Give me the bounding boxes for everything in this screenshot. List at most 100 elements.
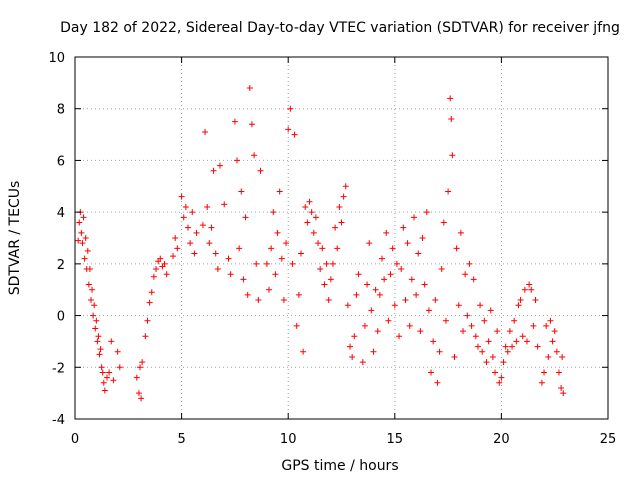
data-point (541, 369, 548, 376)
data-point (238, 188, 245, 195)
data-point (434, 379, 441, 386)
data-point (379, 255, 386, 262)
data-point (304, 219, 311, 226)
x-tick-label: 15 (387, 432, 404, 447)
data-point (263, 260, 270, 267)
data-point (216, 162, 223, 169)
data-point (351, 333, 358, 340)
data-point (468, 322, 475, 329)
data-point (204, 203, 211, 210)
y-tick-label: 2 (57, 258, 65, 273)
data-point (272, 271, 279, 278)
data-point (555, 369, 562, 376)
data-point (79, 240, 86, 247)
data-point (538, 379, 545, 386)
data-point (347, 343, 354, 350)
data-point (479, 348, 486, 355)
data-point (89, 286, 96, 293)
data-point (96, 351, 103, 358)
data-point (246, 85, 253, 92)
data-point (293, 322, 300, 329)
data-point (150, 273, 157, 280)
data-point (225, 255, 232, 262)
data-point (174, 245, 181, 252)
data-point (460, 328, 467, 335)
data-point (236, 245, 243, 252)
data-point (498, 374, 505, 381)
data-point (170, 253, 177, 260)
data-point (387, 271, 394, 278)
data-point (413, 291, 420, 298)
data-point (231, 118, 238, 125)
data-point (302, 203, 309, 210)
y-tick-label: 6 (57, 154, 65, 169)
data-point (87, 297, 94, 304)
data-point (323, 260, 330, 267)
data-point (308, 209, 315, 216)
data-point (521, 286, 528, 293)
x-tick-label: 5 (177, 432, 185, 447)
data-point (430, 338, 437, 345)
data-point (417, 328, 424, 335)
data-point (334, 245, 341, 252)
data-point (340, 193, 347, 200)
data-point (477, 302, 484, 309)
data-point (453, 245, 460, 252)
data-point (133, 374, 140, 381)
data-point (513, 338, 520, 345)
data-point (470, 276, 477, 283)
data-point (415, 250, 422, 257)
data-point (139, 359, 146, 366)
data-point (291, 131, 298, 138)
data-point (474, 343, 481, 350)
data-point (321, 281, 328, 288)
x-tick-label: 0 (71, 432, 79, 447)
data-point (406, 322, 413, 329)
y-tick-label: -2 (52, 361, 65, 376)
data-point (551, 328, 558, 335)
data-point (270, 209, 277, 216)
data-point (342, 183, 349, 190)
data-point (280, 297, 287, 304)
data-point (86, 266, 93, 273)
data-marks (75, 85, 567, 402)
x-tick-label: 10 (280, 432, 297, 447)
data-point (483, 359, 490, 366)
data-point (234, 157, 241, 164)
data-point (78, 229, 85, 236)
data-point (146, 299, 153, 306)
data-point (398, 266, 405, 273)
data-point (361, 322, 368, 329)
data-point (81, 255, 88, 262)
data-point (374, 328, 381, 335)
data-point (402, 297, 409, 304)
data-point (389, 245, 396, 252)
data-point (543, 322, 550, 329)
data-point (278, 255, 285, 262)
data-point (494, 328, 501, 335)
data-point (135, 390, 142, 397)
data-point (285, 126, 292, 133)
data-point (400, 224, 407, 231)
data-point (436, 348, 443, 355)
data-point (455, 302, 462, 309)
data-point (451, 353, 458, 360)
data-point (257, 167, 264, 174)
y-tick-label: -4 (52, 413, 65, 428)
data-point (191, 250, 198, 257)
data-point (274, 229, 281, 236)
plot-frame (74, 56, 609, 420)
data-point (404, 240, 411, 247)
grid-layer (75, 57, 608, 419)
data-point (172, 235, 179, 241)
data-point (560, 390, 567, 397)
data-point (251, 152, 258, 159)
data-point (75, 237, 82, 244)
data-point (210, 167, 217, 174)
data-point (153, 266, 160, 273)
data-point (385, 317, 392, 324)
data-point (315, 240, 322, 247)
data-point (372, 286, 379, 293)
data-point (487, 307, 494, 314)
